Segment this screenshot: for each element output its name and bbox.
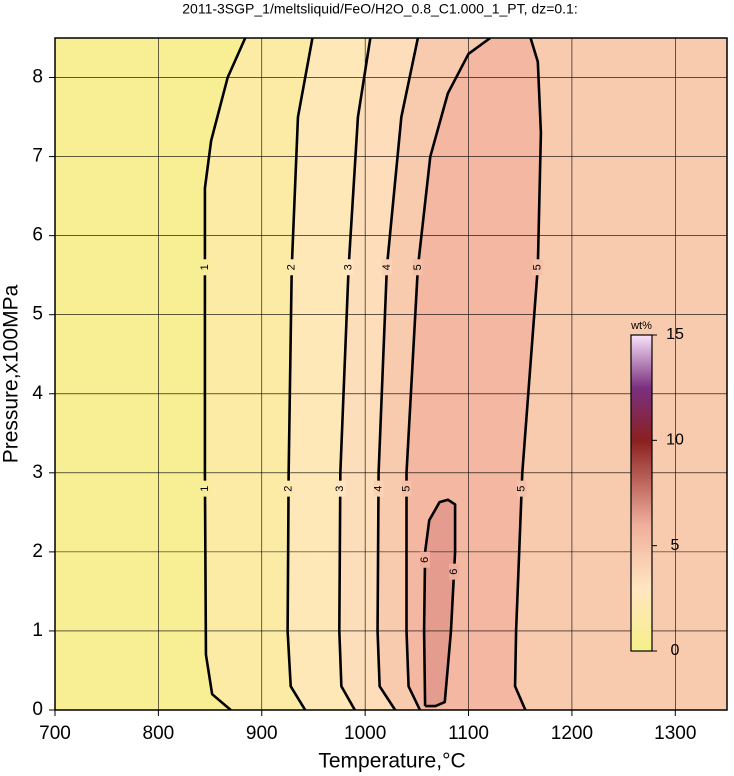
contour-label: 5 — [516, 486, 528, 492]
x-axis-label: Temperature,°C — [318, 750, 465, 773]
contour-label: 5 — [532, 264, 544, 270]
overlay: 700 800 900 1000 1100 1200 1300012345678wt%051… — [32, 37, 728, 744]
x-tick-label: 1100 — [448, 723, 489, 744]
contour-line — [376, 38, 420, 710]
contour-label: 6 — [419, 557, 431, 563]
x-tick-label: 1200 — [551, 723, 593, 744]
x-tick-label: 700 — [39, 723, 71, 744]
chart-title: 2011-3SGP_1/meltsliquid/FeO/H2O_0.8_C1.0… — [182, 1, 577, 17]
contour-label: 4 — [372, 486, 384, 492]
y-tick-label: 2 — [32, 541, 43, 562]
contour-label-bg — [373, 480, 384, 497]
y-axis-label: Pressure,x100MPa — [0, 284, 23, 463]
contour-label: 3 — [343, 264, 355, 270]
colorbar-label: wt% — [630, 320, 652, 332]
colorbar-tick-label: 0 — [671, 642, 680, 659]
x-tick-label: 900 — [246, 723, 278, 744]
contour-label: 5 — [412, 264, 424, 270]
contour-label-bg — [449, 563, 460, 580]
contour-label-bg — [401, 480, 412, 497]
contour-label: 1 — [199, 486, 211, 492]
contour-label: 5 — [400, 486, 412, 492]
contour-label-bg — [412, 259, 423, 276]
contour-label: 2 — [282, 486, 294, 492]
contour-label: 2 — [286, 264, 298, 270]
contour-line — [203, 38, 247, 710]
contour-line — [338, 38, 372, 710]
contour-fill — [424, 499, 456, 707]
y-tick-label: 6 — [32, 225, 43, 246]
x-tick-label: 800 — [143, 723, 175, 744]
contour-label-bg — [516, 480, 527, 497]
y-tick-label: 4 — [32, 383, 43, 404]
y-tick-label: 5 — [32, 304, 43, 325]
contour-label-bg — [343, 259, 354, 276]
contour-label: 4 — [381, 264, 393, 270]
y-tick-label: 7 — [32, 146, 43, 167]
x-tick-label: 1000 — [344, 723, 386, 744]
contour-label: 6 — [448, 569, 460, 575]
plot-area: 1 1 2 2 3 3 4 4 5 5 5 5 6 6 — [55, 38, 727, 710]
contour-label: 3 — [334, 486, 346, 492]
contour-line — [286, 38, 314, 710]
colorbar-tick-label: 10 — [666, 432, 684, 449]
contour-label-bg — [381, 259, 392, 276]
contour-label: 1 — [199, 264, 211, 270]
y-tick-label: 0 — [32, 699, 43, 720]
plot-frame — [54, 37, 728, 711]
contour-label-bg — [286, 259, 297, 276]
contour-fill — [515, 38, 727, 710]
contour-label-bg — [199, 259, 210, 276]
contour-label-bg — [335, 480, 346, 497]
contour-label-bg — [199, 480, 210, 497]
contour-line — [513, 38, 543, 710]
colorbar-tick-label: 15 — [666, 326, 684, 343]
colorbar — [630, 334, 653, 652]
y-tick-label: 1 — [32, 620, 43, 641]
y-tick-label: 3 — [32, 462, 43, 483]
x-tick-label: 1300 — [654, 723, 696, 744]
y-tick-label: 8 — [32, 67, 43, 88]
colorbar-tick-label: 5 — [671, 537, 680, 554]
contour-label-bg — [532, 259, 543, 276]
contour-label-bg — [420, 551, 431, 568]
contour-label-bg — [283, 480, 294, 497]
